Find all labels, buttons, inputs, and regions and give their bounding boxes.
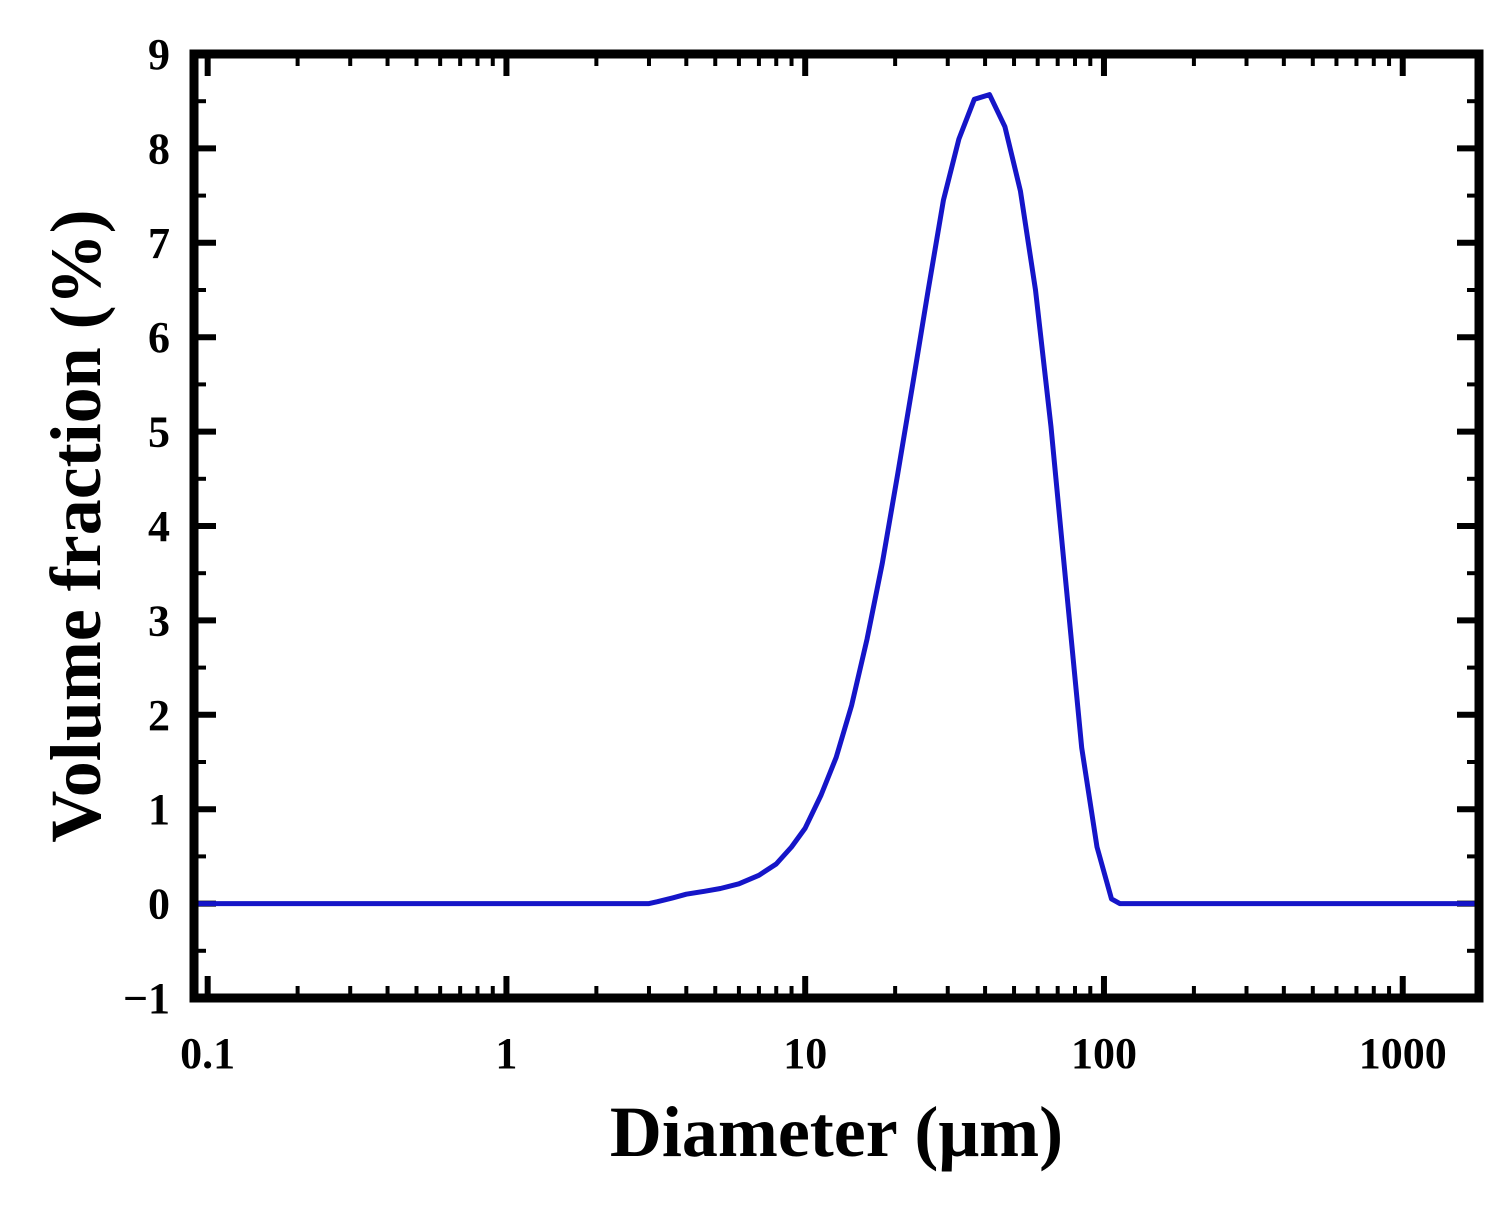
- y-tick-label: 3: [148, 596, 170, 645]
- x-tick-label: 1000: [1359, 1029, 1447, 1078]
- x-axis-title: Diameter (μm): [610, 1092, 1063, 1172]
- x-tick-label: 10: [783, 1029, 827, 1078]
- y-tick-label: 7: [148, 219, 170, 268]
- y-tick-label: 1: [148, 785, 170, 834]
- x-tick-label: 100: [1071, 1029, 1137, 1078]
- minor-ticks: [194, 54, 1479, 998]
- major-ticks: [194, 51, 1479, 1001]
- y-tick-label: 8: [148, 124, 170, 173]
- y-tick-label: 5: [148, 408, 170, 457]
- y-tick-label: 2: [148, 691, 170, 740]
- plot-frame: [189, 49, 1484, 1003]
- y-tick-label: −1: [123, 974, 170, 1023]
- y-tick-labels: −1 0 1 2 3 4 5 6 7 8 9: [123, 30, 170, 1023]
- x-tick-labels: 0.1 1 10 100 1000: [180, 1029, 1447, 1078]
- y-tick-label: 9: [148, 30, 170, 79]
- series-line: [194, 92, 1479, 907]
- y-tick-label: 0: [148, 880, 170, 929]
- x-tick-label: 0.1: [180, 1029, 235, 1078]
- y-tick-label: 6: [148, 313, 170, 362]
- x-tick-label: 1: [495, 1029, 517, 1078]
- y-tick-label: 4: [148, 502, 170, 551]
- y-axis-title: Volume fraction (%): [36, 209, 116, 842]
